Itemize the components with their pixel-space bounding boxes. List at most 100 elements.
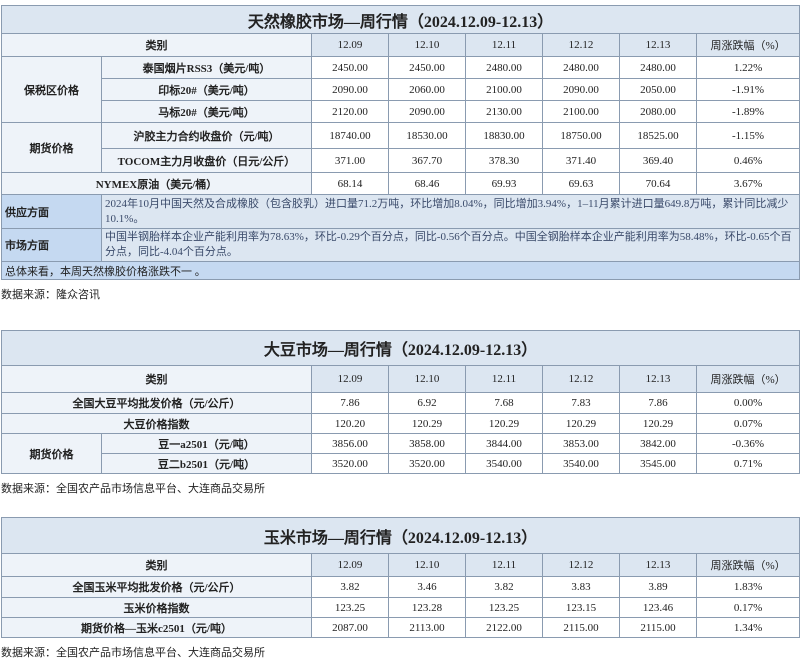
value-cell: 18750.00 <box>542 122 620 149</box>
data-row: NYMEX原油（美元/桶） 68.14 68.46 69.93 69.63 70.64 3.… <box>1 172 800 195</box>
change-cell: -1.89% <box>695 100 800 123</box>
value-cell: 120.29 <box>542 413 620 434</box>
value-cell: 7.86 <box>311 392 389 414</box>
value-cell: 120.29 <box>465 413 543 434</box>
change-cell: 1.34% <box>695 617 800 638</box>
header-category: 类别 <box>1 365 312 393</box>
table-title: 玉米市场—周行情（2024.12.09-12.13） <box>0 517 800 554</box>
value-cell: 18830.00 <box>465 122 543 149</box>
header-row: 类别 12.09 12.10 12.11 12.12 12.13 周涨跌幅（%） <box>1 365 800 393</box>
header-cell: 12.09 <box>311 33 389 57</box>
value-cell: 123.25 <box>465 597 543 618</box>
value-cell: 68.14 <box>311 172 389 195</box>
value-cell: 2130.00 <box>465 100 543 123</box>
data-row: 玉米价格指数 123.25 123.28 123.25 123.15 123.46 0.17… <box>1 597 800 618</box>
data-row: 马标20#（美元/吨） 2120.00 2090.00 2130.00 2100.00 2… <box>2 100 800 123</box>
change-cell: 0.71% <box>695 453 800 474</box>
item-label: NYMEX原油（美元/桶） <box>1 172 312 195</box>
summary: 总体来看，本周天然橡胶价格涨跌不一 。 <box>0 261 800 280</box>
value-cell: 3.82 <box>465 576 543 598</box>
data-source: 数据来源：全国农产品市场信息平台、大连商品交易所 <box>1 483 265 495</box>
value-cell: 2122.00 <box>465 617 543 638</box>
header-row: 类别 12.09 12.10 12.11 12.12 12.13 周涨跌幅（%） <box>1 553 800 577</box>
data-row: 期货价格 豆一a2501（元/吨） 3856.00 3858.00 3844.00 385… <box>1 433 800 474</box>
value-cell: 369.40 <box>619 148 697 173</box>
value-cell: 123.25 <box>311 597 389 618</box>
title-row: 大豆市场—周行情（2024.12.09-12.13） <box>0 330 800 366</box>
value-cell: 2100.00 <box>542 100 620 123</box>
value-cell: 2480.00 <box>542 56 620 79</box>
value-cell: 2050.00 <box>619 78 697 101</box>
value-cell: 3540.00 <box>465 453 543 474</box>
note-text: 2024年10月中国天然及合成橡胶（包含胶乳）进口量71.2万吨，环比增加8.0… <box>100 194 800 229</box>
value-cell: 2480.00 <box>619 56 697 79</box>
value-cell: 123.46 <box>619 597 697 618</box>
header-cell: 12.12 <box>542 33 620 57</box>
item-label: 印标20#（美元/吨） <box>101 78 312 101</box>
summary-row: 总体来看，本周天然橡胶价格涨跌不一 。 <box>0 261 800 280</box>
header-cell: 12.10 <box>388 33 466 57</box>
change-cell: -1.15% <box>695 122 800 149</box>
value-cell: 2090.00 <box>388 100 466 123</box>
value-cell: 123.28 <box>388 597 466 618</box>
value-cell: 68.46 <box>388 172 466 195</box>
header-row: 类别 12.09 12.10 12.11 12.12 12.13 周涨跌幅（%） <box>1 33 800 57</box>
change-cell: 0.07% <box>695 413 800 434</box>
value-cell: 2090.00 <box>542 78 620 101</box>
value-cell: 2113.00 <box>388 617 466 638</box>
value-cell: 371.40 <box>542 148 620 173</box>
value-cell: 3.89 <box>619 576 697 598</box>
value-cell: 3858.00 <box>388 433 466 454</box>
header-cell: 12.11 <box>465 553 543 577</box>
value-cell: 3853.00 <box>542 433 620 454</box>
value-cell: 18740.00 <box>311 122 389 149</box>
data-row: 印标20#（美元/吨） 2090.00 2060.00 2100.00 2090.00 2… <box>2 78 800 101</box>
market-table: 玉米市场—周行情（2024.12.09-12.13） 类别 12.09 12.10 12… <box>0 517 800 638</box>
table-title: 天然橡胶市场—周行情（2024.12.09-12.13） <box>0 5 800 34</box>
value-cell: 3540.00 <box>542 453 620 474</box>
header-cell: 12.12 <box>542 553 620 577</box>
group-label: 保税区价格 <box>1 56 102 123</box>
value-cell: 3842.00 <box>619 433 697 454</box>
item-label: 马标20#（美元/吨） <box>101 100 312 123</box>
header-cell: 12.11 <box>465 33 543 57</box>
change-cell: 1.22% <box>695 56 800 79</box>
change-cell: 0.17% <box>695 597 800 618</box>
value-cell: 378.30 <box>465 148 543 173</box>
value-cell: 3545.00 <box>619 453 697 474</box>
header-cell: 12.12 <box>542 365 620 393</box>
header-cell: 周涨跌幅（%） <box>695 553 800 577</box>
change-cell: 1.83% <box>695 576 800 598</box>
table-section: 玉米市场—周行情（2024.12.09-12.13） 类别 12.09 12.10 12… <box>0 517 800 660</box>
item-label: 沪胶主力合约收盘价（元/吨） <box>101 122 312 149</box>
value-cell: 2087.00 <box>311 617 389 638</box>
value-cell: 2115.00 <box>619 617 697 638</box>
data-row: TOCOM主力月收盘价（日元/公斤） 371.00 367.70 378.30 371.… <box>2 148 800 173</box>
value-cell: 69.63 <box>542 172 620 195</box>
item-label: 玉米价格指数 <box>1 597 312 618</box>
data-source: 数据来源：全国农产品市场信息平台、大连商品交易所 <box>1 647 265 659</box>
header-cell: 12.10 <box>388 365 466 393</box>
group-label: 期货价格 <box>1 122 102 173</box>
value-cell: 70.64 <box>619 172 697 195</box>
data-row: 大豆价格指数 120.20 120.29 120.29 120.29 120.29 0.07… <box>1 413 800 434</box>
value-cell: 7.68 <box>465 392 543 414</box>
title-row: 玉米市场—周行情（2024.12.09-12.13） <box>0 517 800 554</box>
value-cell: 3520.00 <box>388 453 466 474</box>
header-cell: 周涨跌幅（%） <box>695 365 800 393</box>
header-cell: 周涨跌幅（%） <box>695 33 800 57</box>
value-cell: 2480.00 <box>465 56 543 79</box>
value-cell: 2115.00 <box>542 617 620 638</box>
market-table: 天然橡胶市场—周行情（2024.12.09-12.13） 类别 12.09 12.10… <box>0 5 800 280</box>
value-cell: 2120.00 <box>311 100 389 123</box>
item-label: 全国大豆平均批发价格（元/公斤） <box>1 392 312 414</box>
item-label: TOCOM主力月收盘价（日元/公斤） <box>101 148 312 173</box>
data-row: 保税区价格 泰国烟片RSS3（美元/吨） 2450.00 2450.00 2480.00… <box>1 56 800 123</box>
value-cell: 371.00 <box>311 148 389 173</box>
header-cell: 12.09 <box>311 553 389 577</box>
change-cell: -1.91% <box>695 78 800 101</box>
header-cell: 12.13 <box>619 365 697 393</box>
item-label: 期货价格—玉米c2501（元/吨） <box>1 617 312 638</box>
value-cell: 6.92 <box>388 392 466 414</box>
change-cell: 0.00% <box>695 392 800 414</box>
